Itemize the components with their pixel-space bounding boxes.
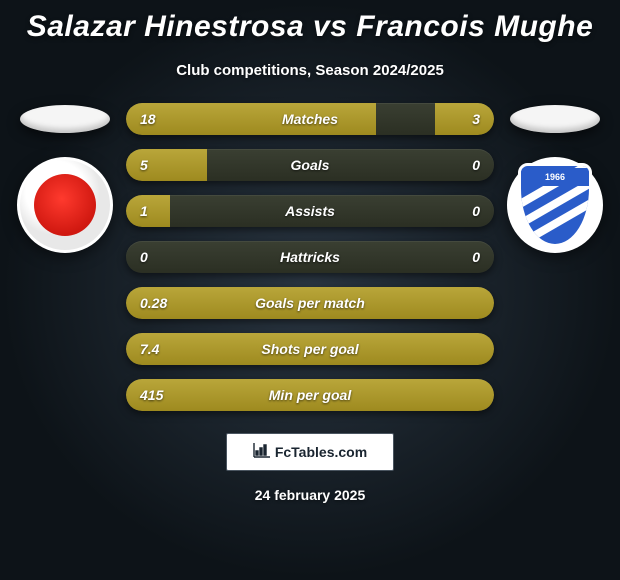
- stat-row-goals: 50Goals: [126, 149, 494, 181]
- right-side: 1966: [500, 103, 610, 425]
- stat-label: Hattricks: [126, 241, 494, 273]
- stat-label: Matches: [126, 103, 494, 135]
- chart-icon: [253, 442, 271, 463]
- shield-icon: 1966: [518, 163, 592, 247]
- left-club-badge-inner: [34, 174, 96, 236]
- left-club-badge: [17, 157, 113, 253]
- date-label: 24 february 2025: [0, 487, 620, 503]
- stat-label: Goals per match: [126, 287, 494, 319]
- stat-label: Assists: [126, 195, 494, 227]
- stat-row-assists: 10Assists: [126, 195, 494, 227]
- shield-year: 1966: [521, 168, 589, 186]
- stat-label: Shots per goal: [126, 333, 494, 365]
- page-subtitle: Club competitions, Season 2024/2025: [0, 62, 620, 79]
- stat-label: Goals: [126, 149, 494, 181]
- right-club-badge: 1966: [507, 157, 603, 253]
- left-side: [10, 103, 120, 425]
- content-area: 183Matches 50Goals 10Assists 00Hattricks 0.2…: [0, 103, 620, 425]
- right-flag-icon: [510, 105, 600, 133]
- stat-row-hattricks: 00Hattricks: [126, 241, 494, 273]
- left-flag-icon: [20, 105, 110, 133]
- stat-label: Min per goal: [126, 379, 494, 411]
- stat-row-goals-per-match: 0.28Goals per match: [126, 287, 494, 319]
- footer-brand-label: FcTables.com: [275, 444, 367, 460]
- stat-row-matches: 183Matches: [126, 103, 494, 135]
- stat-row-min-per-goal: 415Min per goal: [126, 379, 494, 411]
- stat-row-shots-per-goal: 7.4Shots per goal: [126, 333, 494, 365]
- page-title: Salazar Hinestrosa vs Francois Mughe: [0, 0, 620, 44]
- footer-brand-card[interactable]: FcTables.com: [226, 433, 394, 471]
- stat-bars: 183Matches 50Goals 10Assists 00Hattricks 0.2…: [120, 103, 500, 425]
